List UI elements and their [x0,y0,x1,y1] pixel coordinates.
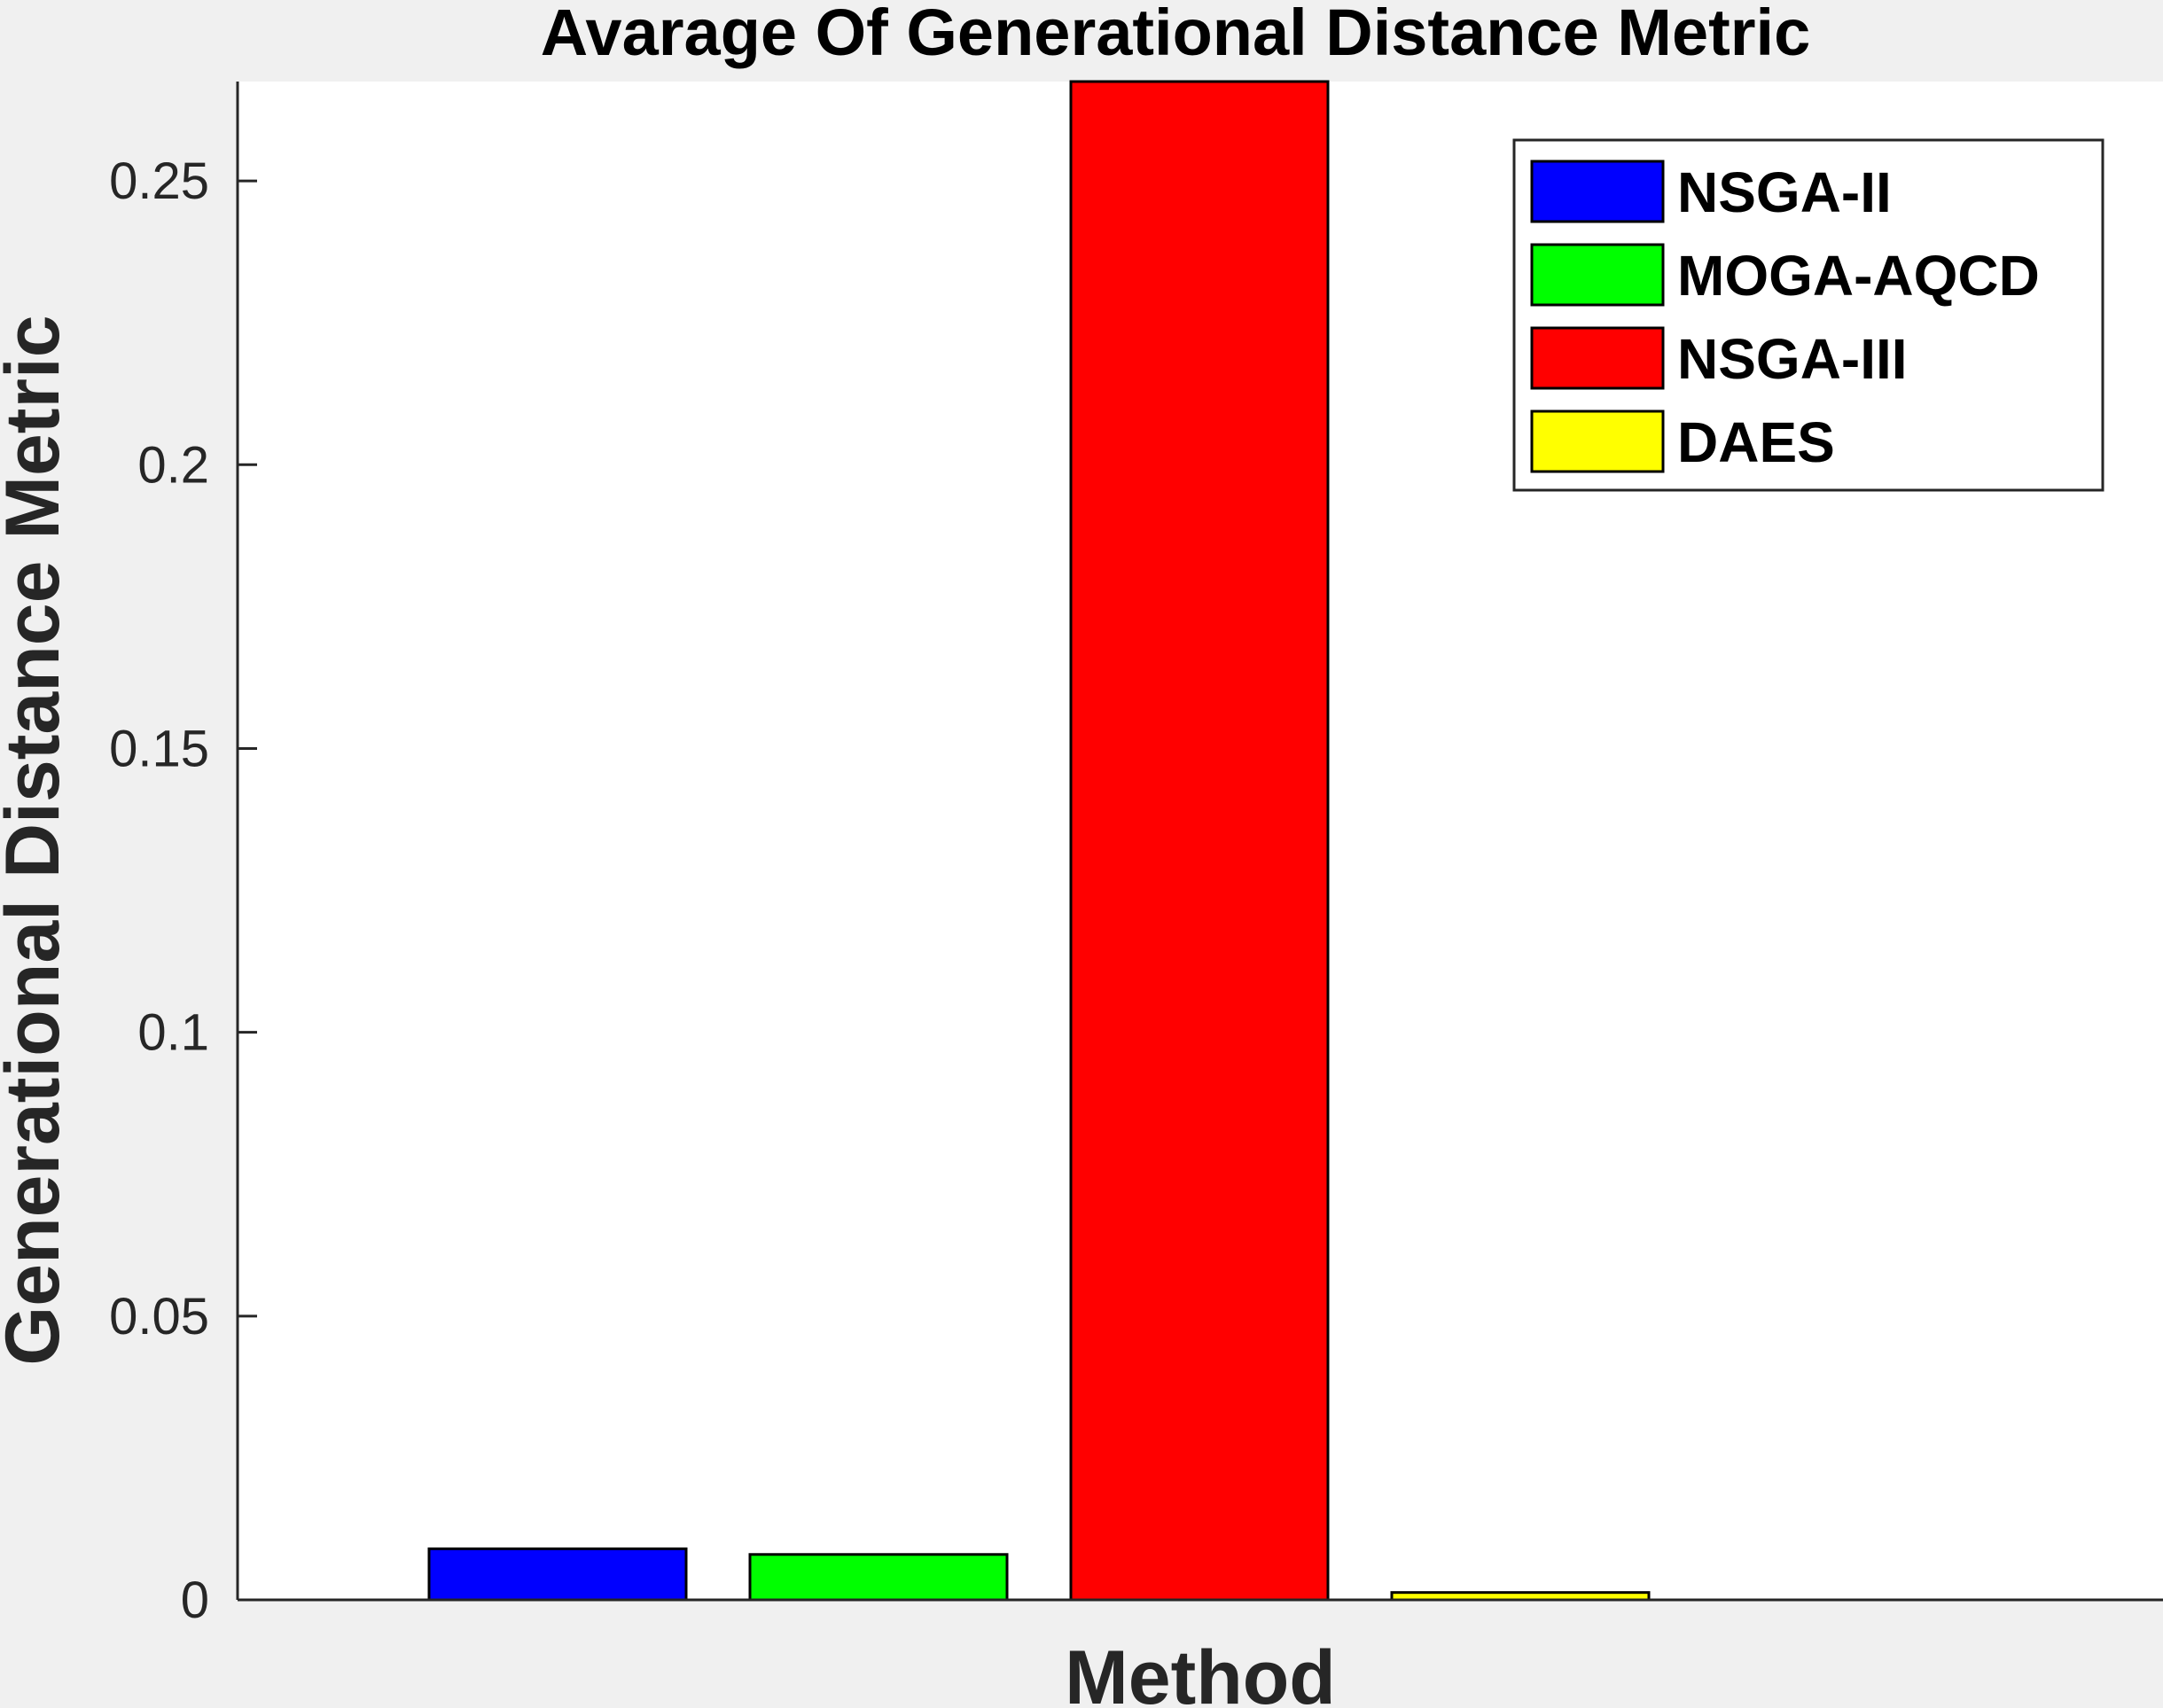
y-tick-label: 0.25 [109,152,209,210]
y-tick-label: 0.1 [137,1004,209,1062]
legend-label-nsga-iii: NSGA-III [1677,327,1908,391]
legend-label-nsga-ii: NSGA-II [1677,160,1892,224]
legend-swatch-moga-aqcd [1530,243,1665,307]
legend-swatch-daes [1530,409,1665,473]
y-ticks-group: 0 0.05 0.1 0.15 0.2 0.25 [109,152,257,1629]
bar-nsga-iii [1069,80,1330,1602]
x-axis-label: Method [1065,1635,1336,1708]
legend-items: NSGA-II MOGA-AQCD NSGA-III DAES [1530,160,2040,474]
legend-swatch-nsga-iii [1530,326,1665,390]
legend: NSGA-II MOGA-AQCD NSGA-III DAES [1512,138,2104,492]
bars-group [427,80,1651,1602]
y-axis-label: Generational Distance Metric [0,315,75,1365]
y-tick-label: 0.05 [109,1288,209,1345]
bar-nsga-ii [427,1547,688,1602]
legend-swatch-nsga-ii [1530,160,1665,223]
bar-moga-aqcd [748,1553,1009,1602]
y-tick-label: 0.2 [137,436,209,494]
legend-label-daes: DAES [1677,410,1835,474]
chart-title: Avarage Of Generational Distance Metric [541,0,1811,69]
y-tick-label: 0.15 [109,720,209,777]
y-tick-label: 0 [181,1572,209,1629]
legend-label-moga-aqcd: MOGA-AQCD [1677,244,2040,308]
